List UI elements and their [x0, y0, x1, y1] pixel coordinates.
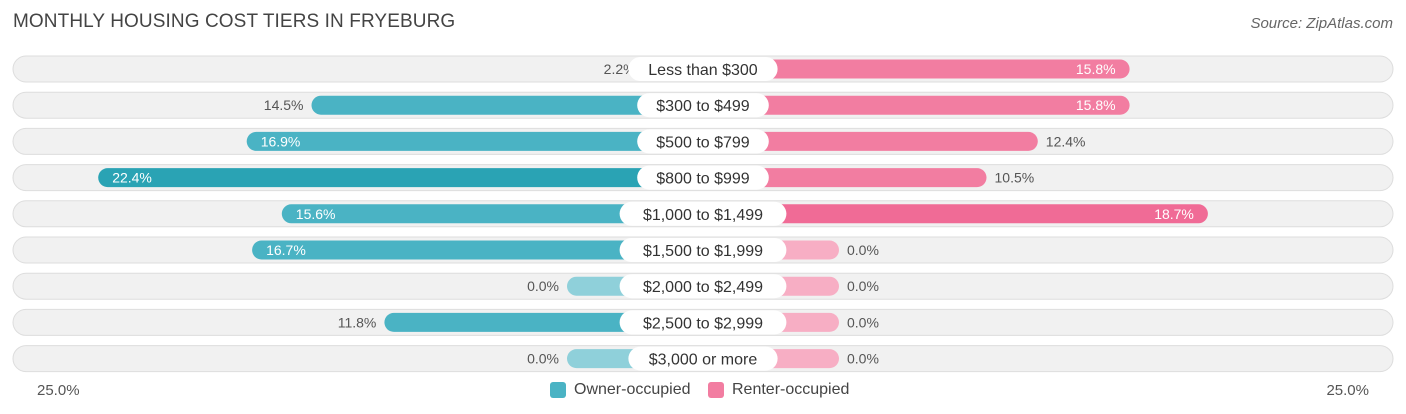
- owner-bar: [252, 240, 703, 260]
- owner-bar: [311, 95, 703, 115]
- legend-label-owner: Owner-occupied: [574, 381, 691, 398]
- legend-swatch-renter: [708, 382, 724, 398]
- legend-item-owner[interactable]: Owner-occupied: [550, 381, 691, 399]
- table-row: 22.4% 10.5% $800 to $999: [12, 164, 1394, 192]
- renter-bar: [703, 95, 1130, 115]
- table-row: 16.7% 0.0% $1,500 to $1,999: [12, 236, 1394, 264]
- chart-title: MONTHLY HOUSING COST TIERS IN FRYEBURG: [13, 11, 456, 32]
- owner-value-label: 14.5%: [264, 97, 304, 113]
- owner-value-label: 0.0%: [527, 351, 559, 367]
- renter-value-label: 12.4%: [1046, 133, 1086, 149]
- renter-bar: [703, 131, 1038, 151]
- renter-value-label: 0.0%: [847, 314, 879, 330]
- table-row: 2.2% 15.8% Less than $300: [12, 55, 1394, 83]
- owner-bar: [281, 204, 703, 224]
- renter-bar: [703, 59, 1130, 79]
- renter-value-label: 15.8%: [1076, 61, 1116, 77]
- category-pill: [628, 57, 778, 81]
- legend-label-renter: Renter-occupied: [732, 381, 850, 398]
- table-row: 15.6% 18.7% $1,000 to $1,499: [12, 200, 1394, 228]
- renter-value-label: 0.0%: [847, 278, 879, 294]
- owner-value-label: 16.9%: [261, 133, 301, 149]
- owner-value-label: 0.0%: [527, 278, 559, 294]
- table-row: 0.0% 0.0% $3,000 or more: [12, 345, 1394, 373]
- owner-value-label: 15.6%: [296, 206, 336, 222]
- renter-value-label: 15.8%: [1076, 97, 1116, 113]
- category-pill: [637, 129, 769, 154]
- category-pill: [619, 238, 787, 262]
- table-row: 14.5% 15.8% $300 to $499: [12, 91, 1394, 119]
- category-label: $2,000 to $2,499: [643, 279, 763, 296]
- category-label: $1,000 to $1,499: [643, 207, 763, 224]
- legend: Owner-occupied Renter-occupied: [0, 378, 1406, 402]
- owner-value-label: 16.7%: [266, 242, 306, 258]
- category-pill: [637, 165, 769, 190]
- axis-right-label: 25.0%: [1326, 382, 1369, 399]
- category-pill: [628, 346, 778, 371]
- renter-value-label: 0.0%: [847, 242, 879, 258]
- category-label: $1,500 to $1,999: [643, 243, 763, 260]
- legend-swatch-owner: [550, 382, 566, 398]
- category-pill: [619, 310, 787, 335]
- renter-value-label: 10.5%: [995, 170, 1035, 186]
- renter-value-label: 0.0%: [847, 351, 879, 367]
- owner-value-label: 2.2%: [604, 61, 636, 77]
- category-label: Less than $300: [648, 62, 758, 79]
- legend-item-renter[interactable]: Renter-occupied: [708, 381, 849, 399]
- renter-bar: [703, 168, 987, 188]
- category-label: $800 to $999: [656, 171, 750, 188]
- category-pill: [619, 274, 787, 299]
- owner-value-label: 11.8%: [338, 314, 377, 330]
- table-row: 16.9% 12.4% $500 to $799: [12, 127, 1394, 155]
- owner-value-label: 22.4%: [112, 170, 152, 186]
- renter-bar: [703, 204, 1208, 224]
- axis-left-label: 25.0%: [37, 382, 80, 399]
- chart-area: 2.2% 15.8% Less than $300 14.5% 15.8% $300 to…: [12, 55, 1394, 373]
- renter-value-label: 18.7%: [1154, 206, 1194, 222]
- category-label: $500 to $799: [656, 134, 750, 151]
- category-label: $3,000 or more: [649, 352, 758, 369]
- table-row: 0.0% 0.0% $2,000 to $2,499: [12, 272, 1394, 300]
- category-label: $300 to $499: [656, 98, 750, 115]
- owner-bar: [246, 131, 703, 151]
- category-pill: [637, 93, 769, 118]
- category-pill: [619, 201, 787, 226]
- source-attribution: Source: ZipAtlas.com: [1250, 15, 1393, 32]
- owner-bar: [98, 168, 703, 188]
- table-row: 11.8% 0.0% $2,500 to $2,999: [12, 308, 1394, 336]
- category-label: $2,500 to $2,999: [643, 315, 763, 332]
